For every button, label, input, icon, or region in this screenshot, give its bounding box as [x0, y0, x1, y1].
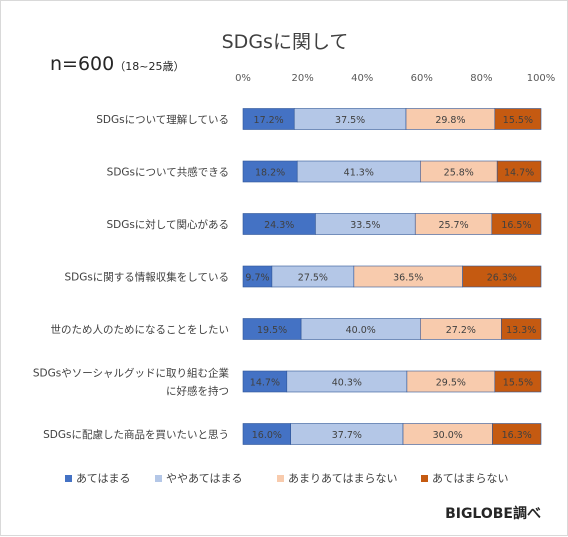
data-label: 14.7%: [250, 378, 280, 389]
chart-subtitle: n=600（18~25歳）: [50, 53, 184, 75]
data-label: 9.7%: [245, 273, 269, 284]
data-label: 41.3%: [344, 168, 374, 179]
data-label: 37.7%: [332, 430, 362, 441]
data-label: 30.0%: [433, 430, 463, 441]
source-credit: BIGLOBE調べ: [445, 506, 541, 522]
legend-label: あてはまらない: [432, 472, 509, 485]
data-label: 16.5%: [501, 220, 531, 231]
data-label: 27.2%: [446, 325, 476, 336]
bar-segment: [496, 160, 542, 183]
data-label: 25.8%: [444, 168, 474, 179]
data-label: 40.3%: [332, 378, 362, 389]
data-label: 40.0%: [346, 325, 376, 336]
category-label: SDGsに関する情報収集をしている: [64, 271, 229, 284]
bar-segment: [494, 108, 542, 130]
bar-segment: [462, 265, 542, 288]
category-label: SDGsについて共感できる: [107, 166, 229, 179]
data-label: 15.5%: [503, 115, 533, 126]
x-tick-label: 100%: [527, 73, 556, 84]
data-label: 27.5%: [298, 273, 328, 284]
data-label: 24.3%: [264, 220, 294, 231]
category-label: に好感を持つ: [166, 385, 229, 398]
x-tick-label: 40%: [351, 73, 373, 84]
chart-title: SDGsに関して: [221, 31, 349, 53]
legend-swatch: [65, 475, 72, 482]
legend-label: ややあてはまる: [166, 472, 243, 485]
data-label: 26.3%: [487, 273, 517, 284]
x-tick-label: 20%: [291, 73, 313, 84]
bar-segment: [494, 370, 542, 393]
category-label: SDGsについて理解している: [96, 113, 229, 126]
data-label: 16.0%: [252, 430, 282, 441]
data-label: 15.5%: [503, 378, 533, 389]
x-tick-label: 60%: [411, 73, 433, 84]
bar-segment: [491, 213, 542, 235]
data-label: 37.5%: [335, 115, 365, 126]
legend-label: あてはまる: [76, 472, 131, 485]
data-label: 29.8%: [435, 115, 465, 126]
legend-label: あまりあてはまらない: [288, 472, 398, 485]
legend-swatch: [155, 475, 162, 482]
data-label: 19.5%: [257, 325, 287, 336]
x-tick-label: 0%: [235, 73, 251, 84]
data-label: 17.2%: [254, 115, 284, 126]
bar-segment: [501, 318, 542, 340]
data-label: 29.5%: [436, 378, 466, 389]
legend-swatch: [421, 475, 428, 482]
sample-size: n=600: [50, 53, 115, 75]
x-tick-label: 80%: [470, 73, 492, 84]
data-label: 13.3%: [506, 325, 536, 336]
data-label: 16.3%: [502, 430, 532, 441]
category-label: SDGsに対して関心がある: [106, 218, 229, 231]
legend-swatch: [277, 475, 284, 482]
category-label: SDGsやソーシャルグッドに取り組む企業: [33, 367, 230, 380]
data-label: 14.7%: [504, 168, 534, 179]
category-label: 世のため人のためになることをしたい: [51, 324, 230, 336]
category-label: SDGsに配慮した商品を買いたいと思う: [43, 428, 229, 441]
data-label: 36.5%: [393, 273, 423, 284]
data-label: 33.5%: [350, 220, 380, 231]
age-range-note: （18~25歳）: [114, 60, 185, 73]
data-label: 18.2%: [255, 168, 285, 179]
data-label: 25.7%: [438, 220, 468, 231]
bar-segment: [492, 423, 542, 445]
